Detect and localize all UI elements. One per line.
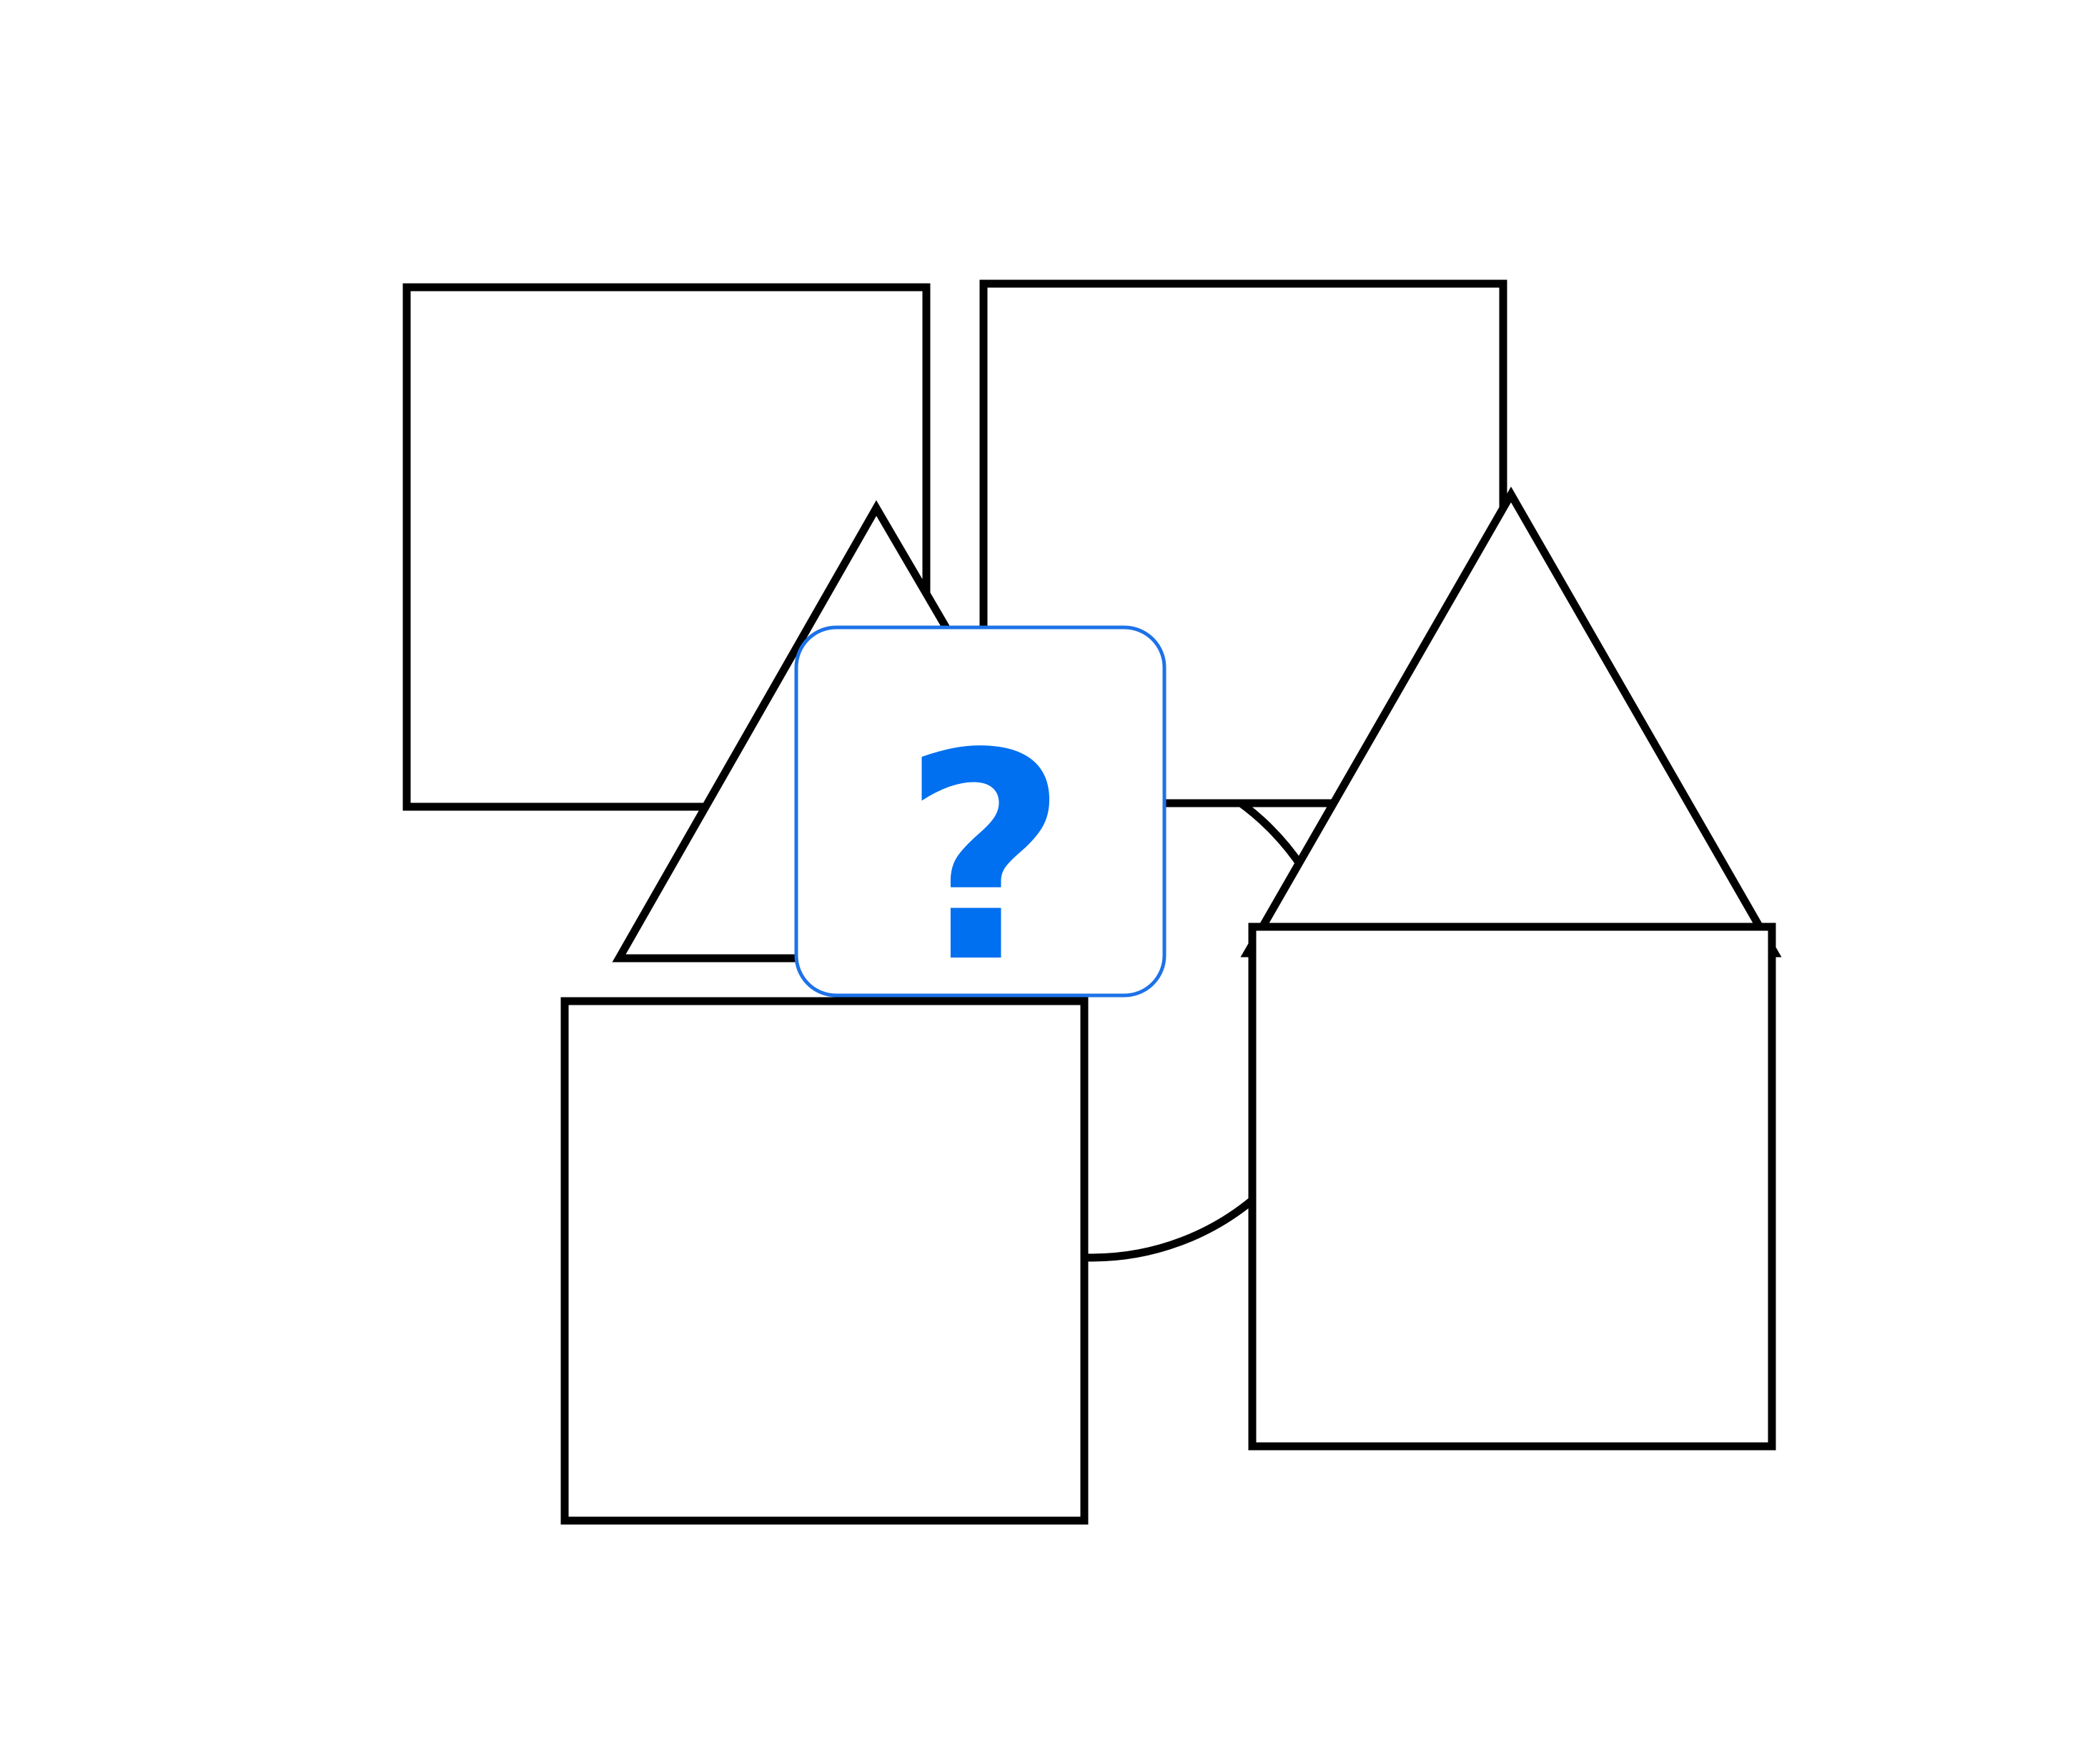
question-mark-icon: ?	[902, 693, 1068, 1025]
missing-shape-placeholder: ?	[794, 625, 1167, 1025]
square-bottom-right	[1248, 923, 1776, 1451]
square-bottom-left	[560, 997, 1089, 1525]
placeholder-box	[794, 625, 1167, 998]
